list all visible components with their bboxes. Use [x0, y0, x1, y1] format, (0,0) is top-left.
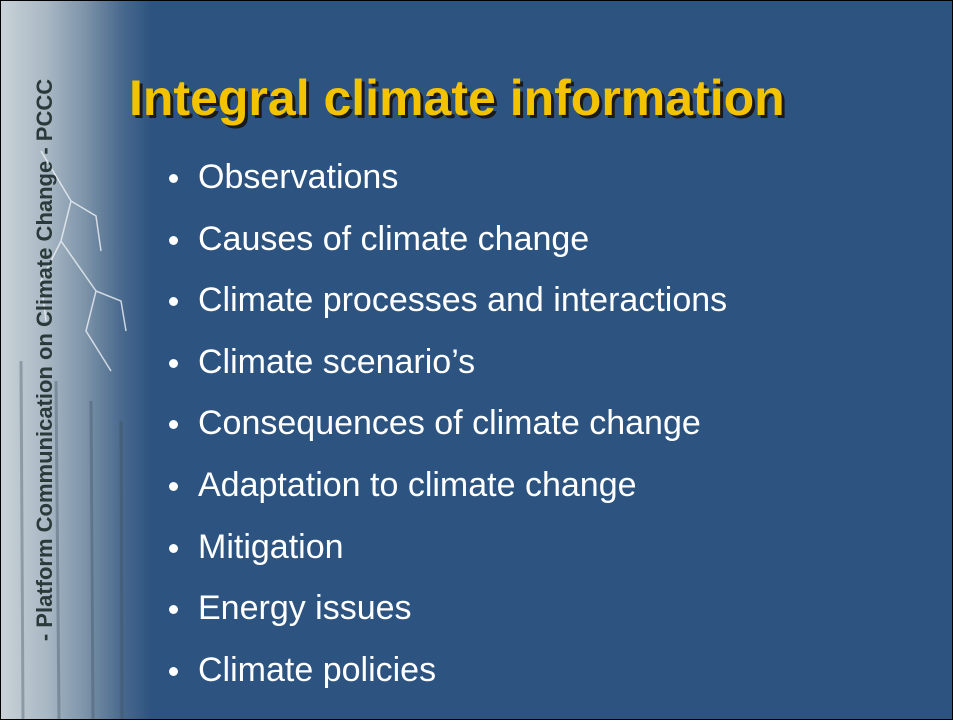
bullet-dot — [169, 482, 178, 491]
bullet-dot — [169, 605, 178, 614]
bullet-text: Climate processes and interactions — [198, 281, 727, 319]
bullet-item: Mitigation — [161, 517, 727, 579]
side-text: - Platform Communication on Climate Chan… — [32, 10, 58, 710]
bullet-item: Energy issues — [161, 578, 727, 640]
bullet-dot — [169, 544, 178, 553]
bullet-dot — [169, 297, 178, 306]
bullet-dot — [169, 420, 178, 429]
bullet-list: Observations Causes of climate change Clim… — [161, 147, 727, 701]
bullet-text: Consequences of climate change — [198, 404, 701, 442]
bullet-item: Climate policies — [161, 640, 727, 702]
bullet-item: Adaptation to climate change — [161, 455, 727, 517]
bullet-item: Observations — [161, 147, 727, 209]
bullet-item: Causes of climate change — [161, 209, 727, 271]
bullet-dot — [169, 174, 178, 183]
bullet-text: Energy issues — [198, 589, 412, 627]
bullet-item: Climate scenario’s — [161, 332, 727, 394]
bullet-dot — [169, 236, 178, 245]
bullet-item: Consequences of climate change — [161, 393, 727, 455]
bullet-item: Climate processes and interactions — [161, 270, 727, 332]
slide-title: Integral climate information — [129, 69, 785, 127]
bullet-text: Observations — [198, 158, 398, 196]
slide: - Platform Communication on Climate Chan… — [0, 0, 953, 720]
bullet-text: Climate policies — [198, 651, 436, 689]
bullet-text: Adaptation to climate change — [198, 466, 637, 504]
bullet-dot — [169, 359, 178, 368]
bullet-text: Climate scenario’s — [198, 343, 475, 381]
bullet-text: Causes of climate change — [198, 220, 589, 258]
page: - Platform Communication on Climate Chan… — [0, 0, 953, 720]
bullet-text: Mitigation — [198, 528, 344, 566]
bullet-dot — [169, 667, 178, 676]
